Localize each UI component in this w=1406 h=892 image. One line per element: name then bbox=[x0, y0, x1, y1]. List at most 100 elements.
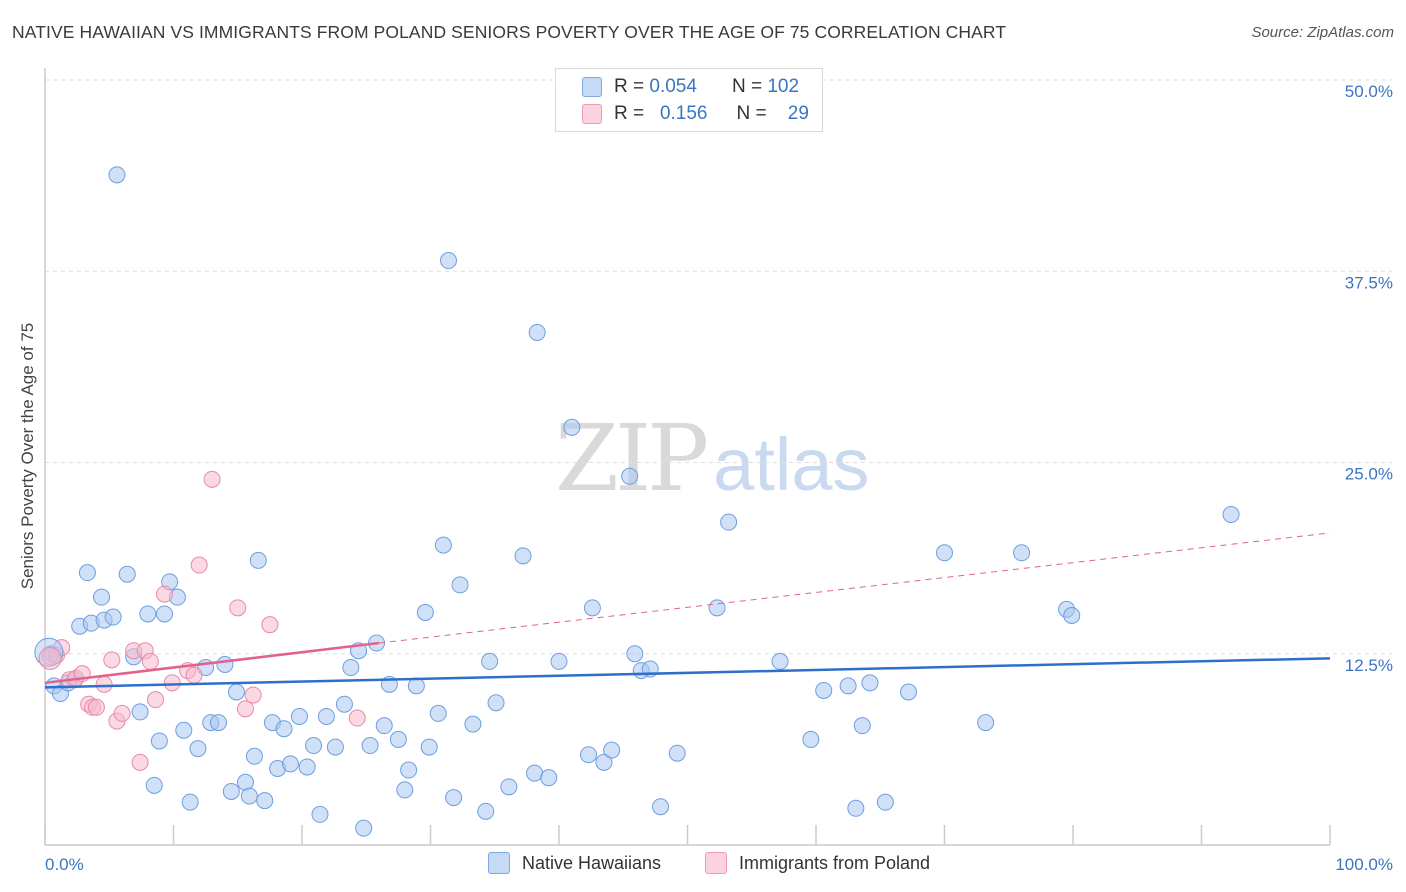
native-hawaiian-point bbox=[317, 707, 335, 725]
y-tick-label: 37.5% bbox=[1345, 273, 1393, 292]
series-legend-poland: Immigrants from Poland bbox=[705, 852, 930, 874]
native-hawaiian-point bbox=[104, 608, 122, 626]
native-hawaiian-point bbox=[514, 547, 532, 565]
native-hawaiian-point bbox=[222, 782, 240, 800]
legend-r-value: 0.054 bbox=[649, 76, 697, 97]
native-hawaiian-point bbox=[595, 753, 613, 771]
native-hawaiian-point bbox=[216, 655, 234, 673]
legend-r-label: R = bbox=[614, 76, 645, 97]
native-hawaiian-point bbox=[420, 738, 438, 756]
native-hawaiian-point bbox=[583, 599, 601, 617]
native-hawaiian-point bbox=[1013, 544, 1031, 562]
native-hawaiian-point bbox=[550, 652, 568, 670]
native-hawaiian-point bbox=[771, 652, 789, 670]
native-hawaiian-point bbox=[526, 764, 544, 782]
native-hawaiian-point bbox=[181, 793, 199, 811]
legend-n-label: N = bbox=[736, 103, 767, 124]
native-hawaiian-point bbox=[876, 793, 894, 811]
native-hawaiian-point bbox=[936, 544, 953, 562]
native-hawaiian-point bbox=[451, 576, 469, 594]
native-hawaiian-point bbox=[1222, 506, 1240, 524]
series-label: Native Hawaiians bbox=[522, 852, 662, 873]
series-legend-native-hawaiians: Native Hawaiians bbox=[488, 852, 661, 874]
poland-point bbox=[163, 674, 181, 692]
poland-point bbox=[95, 675, 113, 693]
native-hawaiian-point bbox=[540, 769, 558, 787]
native-hawaiian-point bbox=[118, 565, 136, 583]
native-hawaiian-point bbox=[626, 645, 644, 663]
native-hawaiian-point bbox=[487, 694, 505, 712]
native-hawaiian-point bbox=[209, 714, 227, 732]
native-hawaiian-point bbox=[652, 798, 670, 816]
native-hawaiian-point bbox=[156, 605, 174, 623]
legend-r-label: R = bbox=[614, 103, 645, 124]
native-hawaiian-point bbox=[189, 740, 207, 758]
native-hawaiian-point bbox=[439, 252, 457, 270]
legend-r-value: 0.156 bbox=[659, 103, 708, 124]
chart-title: NATIVE HAWAIIAN VS IMMIGRANTS FROM POLAN… bbox=[12, 22, 1007, 42]
native-hawaiian-point bbox=[256, 792, 274, 810]
poland-trend-line bbox=[44, 641, 380, 685]
correlation-legend: R = 0.054 N = 102 R = 0.156 N = 29 bbox=[555, 68, 823, 132]
poland-point bbox=[185, 666, 203, 684]
native-hawaiian-point bbox=[240, 787, 258, 805]
legend-n-label: N = bbox=[731, 76, 763, 97]
native-hawaiian-point bbox=[429, 704, 447, 722]
native-hawaiian-point bbox=[434, 536, 452, 554]
native-hawaiian-point bbox=[396, 781, 414, 799]
native-hawaiian-point bbox=[400, 761, 418, 779]
native-hawaiian-point bbox=[900, 683, 918, 701]
source-label: Source: ZipAtlas.com bbox=[1251, 24, 1394, 41]
poland-point bbox=[141, 652, 159, 670]
native-hawaiian-point bbox=[1063, 607, 1081, 624]
native-hawaiian-point bbox=[335, 695, 353, 713]
native-hawaiian-point bbox=[389, 730, 407, 748]
native-hawaiian-point bbox=[861, 674, 879, 692]
native-hawaiian-point bbox=[563, 418, 581, 436]
native-hawaiian-point bbox=[847, 799, 865, 817]
native-hawaiian-point bbox=[445, 789, 463, 807]
native-hawaiian-point bbox=[500, 778, 518, 796]
native-hawaiian-point bbox=[175, 721, 193, 739]
poland-point bbox=[236, 700, 254, 718]
native-hawaiian-point bbox=[139, 605, 157, 623]
native-hawaiian-point bbox=[853, 717, 871, 735]
native-hawaiian-point bbox=[708, 599, 726, 617]
native-hawaiian-point bbox=[298, 758, 316, 776]
native-hawaiian-point bbox=[249, 551, 267, 569]
poland-point bbox=[131, 753, 149, 771]
native-hawaiian-point bbox=[668, 744, 686, 762]
native-hawaiian-point bbox=[311, 805, 329, 823]
native-hawaiian-point bbox=[528, 323, 546, 341]
poland-point bbox=[38, 646, 62, 670]
native-hawaiian-point bbox=[290, 707, 308, 725]
native-hawaiian-point bbox=[621, 467, 639, 485]
native-hawaiian-point bbox=[131, 703, 149, 721]
native-hawaiian-trend-line bbox=[44, 657, 1331, 689]
poland-point bbox=[244, 686, 262, 704]
series-label: Immigrants from Poland bbox=[739, 852, 931, 873]
poland-point bbox=[348, 709, 366, 727]
series-legend: Native Hawaiians Immigrants from Poland bbox=[0, 852, 1406, 878]
legend-swatch-pink bbox=[582, 104, 602, 124]
poland-trend-extension bbox=[379, 532, 1331, 644]
native-hawaiian-point bbox=[603, 741, 621, 759]
native-hawaiian-point bbox=[355, 819, 373, 837]
poland-point bbox=[156, 585, 174, 603]
native-hawaiian-point bbox=[481, 652, 499, 670]
y-tick-label: 25.0% bbox=[1345, 465, 1393, 484]
native-hawaiian-point bbox=[305, 737, 323, 755]
native-hawaiian-point bbox=[275, 720, 293, 738]
native-hawaiian-point bbox=[977, 714, 995, 732]
legend-row-native-hawaiians: R = 0.054 N = 102 bbox=[582, 74, 799, 100]
native-hawaiian-point bbox=[580, 746, 598, 764]
native-hawaiian-point bbox=[108, 166, 126, 184]
poland-point bbox=[203, 470, 221, 488]
native-hawaiian-point bbox=[281, 755, 299, 773]
legend-n-value: 29 bbox=[787, 103, 809, 124]
series-swatch-blue bbox=[488, 852, 510, 874]
legend-row-poland: R = 0.156 N = 29 bbox=[582, 101, 809, 127]
native-hawaiian-point bbox=[93, 588, 111, 606]
native-hawaiian-point bbox=[477, 802, 495, 820]
native-hawaiian-point bbox=[375, 717, 393, 735]
